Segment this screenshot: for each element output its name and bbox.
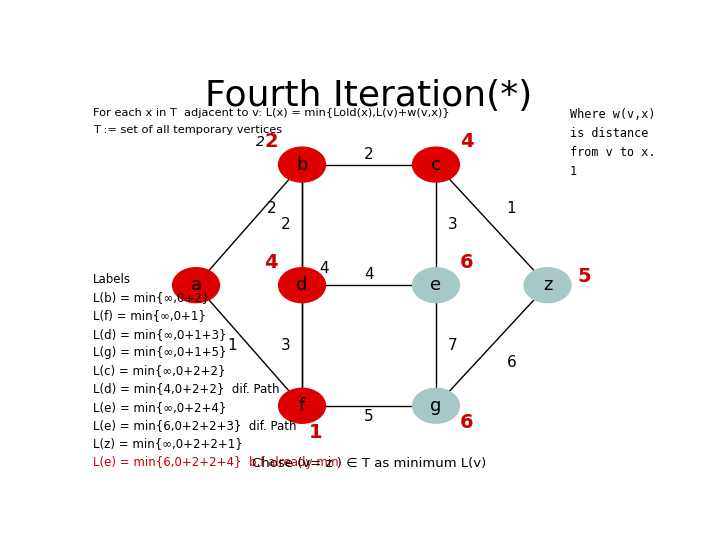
Text: 4: 4 [460,132,474,151]
Circle shape [279,268,325,302]
Text: Chose (v= z ) ∈ T as minimum L(v): Chose (v= z ) ∈ T as minimum L(v) [252,457,486,470]
Text: 1: 1 [228,338,237,353]
Text: 4: 4 [320,261,329,276]
Text: 6: 6 [506,355,516,369]
Text: Fourth Iteration(*): Fourth Iteration(*) [205,79,533,113]
Text: 5: 5 [577,267,590,286]
Circle shape [413,147,459,182]
Text: c: c [431,156,441,173]
Text: Where w(v,x)
is distance
from v to x.
1: Where w(v,x) is distance from v to x. 1 [570,109,655,178]
Text: 6: 6 [460,413,474,432]
Text: L(b) = min{∞,0+2}: L(b) = min{∞,0+2} [93,291,209,304]
Text: 2: 2 [281,218,290,232]
Text: 1: 1 [506,201,516,216]
Circle shape [413,388,459,423]
Text: d: d [297,276,307,294]
Text: For each x in T  adjacent to v: L(x) = min{Lold(x),L(v)+w(v,x)}: For each x in T adjacent to v: L(x) = mi… [93,109,449,118]
Text: L(e) = min{6,0+2+2+3}  dif. Path: L(e) = min{6,0+2+2+3} dif. Path [93,419,297,432]
Text: L(d) = min{∞,0+1+3}: L(d) = min{∞,0+1+3} [93,328,226,341]
Text: L(e) = min{∞,0+2+4}: L(e) = min{∞,0+2+4} [93,401,226,414]
Text: 6: 6 [460,253,474,272]
Circle shape [173,268,220,302]
Text: 3: 3 [280,338,290,353]
Circle shape [279,147,325,182]
Text: 7: 7 [448,338,457,353]
Text: L(g) = min{∞,0+1+5}: L(g) = min{∞,0+1+5} [93,346,226,359]
Circle shape [524,268,571,302]
Text: T := set of all temporary vertices: T := set of all temporary vertices [93,125,282,135]
Text: g: g [431,397,441,415]
Text: a: a [191,276,202,294]
Text: L(f) = min{∞,0+1}: L(f) = min{∞,0+1} [93,309,206,322]
Text: e: e [431,276,441,294]
Circle shape [279,388,325,423]
Text: 5: 5 [364,409,374,424]
Text: Labels: Labels [93,273,131,286]
Text: L(e) = min{6,0+2+2+4}  b,f already min: L(e) = min{6,0+2+2+4} b,f already min [93,456,338,469]
Text: f: f [299,397,305,415]
Text: 3: 3 [448,218,458,232]
Text: 1: 1 [309,423,323,442]
Text: 2: 2 [266,201,276,216]
Text: L(d) = min{4,0+2+2}  dif. Path: L(d) = min{4,0+2+2} dif. Path [93,382,279,395]
Text: 4: 4 [264,253,278,272]
Text: 4: 4 [364,267,374,282]
Text: L(z) = min{∞,0+2+2+1}: L(z) = min{∞,0+2+2+1} [93,437,243,450]
Text: b: b [297,156,307,173]
Circle shape [413,268,459,302]
Text: 2: 2 [256,134,265,149]
Text: 2: 2 [264,132,278,151]
Text: 2: 2 [364,147,374,161]
Text: L(c) = min{∞,0+2+2}: L(c) = min{∞,0+2+2} [93,364,225,377]
Text: z: z [543,276,552,294]
